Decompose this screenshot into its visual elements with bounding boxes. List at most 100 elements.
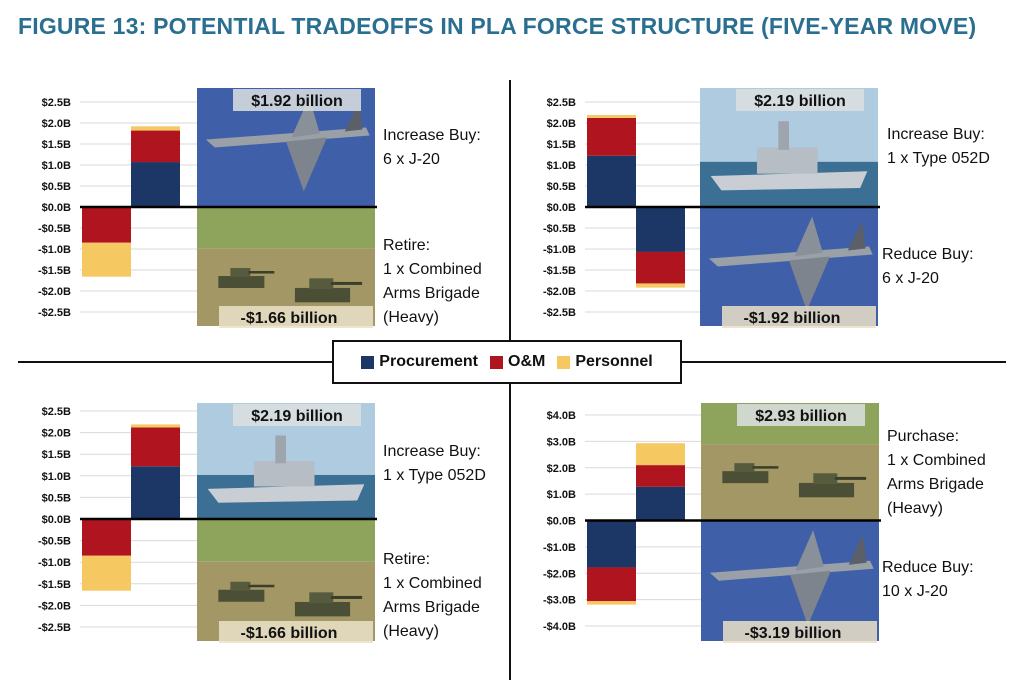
legend-label: O&M [508,353,546,370]
top-caption: Purchase: 1 x Combined Arms Brigade (Hea… [887,428,986,517]
chart-svg: $4.0B $3.0B $2.0B $1.0B $0.0B -$1.0B -$2.0B -$3… [543,403,881,643]
tank-hull [294,601,351,617]
bar-segment-om [587,567,636,602]
y-tick-label: -$3.0B [543,595,576,607]
top-value-label: $2.93 billion [755,408,847,425]
tank-turret [230,268,251,278]
y-tick-label: -$2.0B [543,568,576,580]
label-backing [233,89,361,111]
label-backing [219,621,373,643]
tank-hull [218,589,265,602]
fighter-fuselage [709,560,874,581]
tank-turret [734,463,755,473]
label-backing [219,306,373,328]
bar-segment-om [636,465,685,487]
y-tick-label: $1.0B [42,160,71,172]
y-tick-label: $0.5B [42,492,71,504]
y-tick-label: $1.0B [547,489,576,501]
bar-segment-procurement [587,520,636,568]
ship-superstructure [253,461,315,487]
destroyer-ship-photo [197,403,375,519]
legend-label: Personnel [575,353,653,370]
bar-segment-personnel [82,242,131,277]
bar-segment-om [82,207,131,243]
y-tick-label: -$1.0B [38,557,71,569]
y-tick-label: $2.0B [547,463,576,475]
fighter-wing [795,530,824,571]
bottom-caption: Retire: 1 x Combined Arms Brigade (Heavy… [383,551,482,640]
y-tick-label: -$2.5B [38,622,71,634]
label-backing [737,404,865,426]
y-tick-label: -$2.0B [38,286,71,298]
y-tick-label: $1.5B [42,449,71,461]
tank-hull [218,276,265,289]
ship-hull [710,171,868,191]
ship-mast [778,121,789,150]
sky-background [701,520,879,641]
legend-swatch [557,355,571,369]
label-backing [233,404,361,426]
bar-segment-procurement [636,207,685,252]
legend-swatch [361,355,375,369]
bar-segment-personnel [131,424,180,428]
bar-segment-personnel [636,283,685,288]
fighter-fuselage [205,127,370,148]
top-caption: Increase Buy: 6 x J-20 [383,127,481,168]
chart-svg: $2.5B $2.0B $1.5B $1.0B $0.5B $0.0B -$0.5B -$1.… [543,88,880,328]
legend-item-personnel: Personnel [557,353,653,371]
tank-gun [834,476,867,480]
ship-hull [207,484,365,503]
y-tick-label: -$0.5B [38,536,71,548]
chart-svg: $2.5B $2.0B $1.5B $1.0B $0.5B $0.0B -$0.5B -$1.… [38,403,377,643]
tank-gun [752,466,779,469]
fighter-wing [286,137,327,192]
y-tick-label: -$4.0B [543,621,576,633]
y-tick-label: -$2.0B [38,600,71,612]
bar-segment-procurement [131,466,180,519]
y-tick-label: -$1.5B [543,265,576,277]
y-tick-label: $2.0B [42,118,71,130]
figure-title: FIGURE 13: POTENTIAL TRADEOFFS IN PLA FO… [18,13,977,39]
y-tick-label: $1.0B [42,471,71,483]
tradeoff-chart-bottom-left: $2.5B $2.0B $1.5B $1.0B $0.5B $0.0B -$0.5B -$1.… [0,395,500,645]
y-tick-label: -$1.0B [543,244,576,256]
top-value-label: $2.19 billion [754,93,846,110]
y-tick-label: $0.5B [42,181,71,193]
y-tick-label: -$1.0B [38,244,71,256]
tradeoff-chart-top-left: $2.5B $2.0B $1.5B $1.0B $0.5B $0.0B -$0.5B -$1.… [0,80,500,330]
fighter-wing [794,216,823,257]
bar-segment-om [131,427,180,467]
bar-segment-personnel [82,555,131,591]
tank-hull [294,287,351,303]
fighter-wing [291,97,320,138]
tank-turret [309,278,334,290]
legend: Procurement O&M Personnel [332,340,682,384]
tank-gun [248,584,275,588]
bar-segment-procurement [131,162,180,207]
tank-turret [230,581,251,591]
tank-turret [309,592,334,604]
bottom-value-label: -$1.66 billion [241,625,338,642]
label-backing [736,89,864,111]
y-tick-label: $0.0B [42,202,71,214]
field-background [197,519,375,562]
legend-label: Procurement [379,353,478,370]
y-tick-label: $0.0B [547,516,576,528]
y-tick-label: $0.0B [547,202,576,214]
bottom-caption: Reduce Buy: 10 x J-20 [882,559,974,600]
label-backing [723,621,877,643]
bottom-caption: Reduce Buy: 6 x J-20 [882,246,974,287]
bottom-value-label: -$3.19 billion [745,625,842,642]
y-tick-label: -$2.5B [38,307,71,319]
ship-superstructure [756,147,818,174]
y-tick-label: -$2.0B [543,286,576,298]
fighter-fuselage [708,246,873,267]
y-tick-label: $0.0B [42,514,71,526]
tank-turret [813,473,838,485]
tank-gun [330,595,363,599]
top-value-label: $1.92 billion [251,93,343,110]
y-tick-label: -$1.0B [543,542,576,554]
bottom-value-label: -$1.66 billion [241,310,338,327]
y-tick-label: $2.0B [42,428,71,440]
bar-segment-om [82,519,131,556]
